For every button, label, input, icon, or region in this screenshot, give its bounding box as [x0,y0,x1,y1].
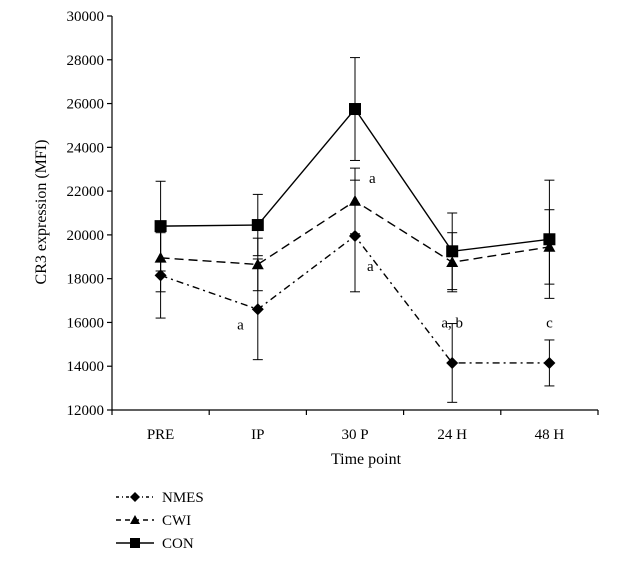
y-tick-label: 28000 [67,53,105,69]
annotation-label: c [546,315,553,331]
series-con [154,57,556,299]
data-point-cwi [349,194,361,206]
legend-item-con: CON [116,536,194,552]
y-tick-label: 24000 [67,140,105,156]
x-tick-label: 24 H [437,427,467,443]
y-tick-label: 16000 [67,315,105,331]
annotation-label: a [369,171,376,187]
data-point-nmes [349,229,361,242]
y-tick-label: 22000 [67,184,105,200]
legend-label-nmes: NMES [162,490,204,506]
data-point-con [446,245,459,258]
legend-marker-con [130,538,140,548]
x-tick-label: PRE [147,427,175,443]
data-point-con [154,220,167,233]
legend-marker-nmes [130,492,140,502]
series-nmes [154,179,556,403]
x-tick-label: 30 P [341,427,368,443]
annotation-label: a [237,317,244,333]
data-point-cwi [251,258,264,270]
y-tick-label: 18000 [67,272,105,288]
data-point-con [349,103,361,116]
data-point-nmes [251,303,264,316]
y-tick-label: 30000 [67,9,105,25]
axes: 12000 14000 16000 18000 20000 22000 24000 26000… [67,9,599,443]
x-axis-title: Time point [331,451,402,468]
y-tick-label: 14000 [67,359,105,375]
legend-item-nmes: NMES [116,490,204,506]
legend-label-con: CON [162,536,194,552]
x-tick-label: 48 H [535,427,565,443]
y-tick-label: 20000 [67,228,105,244]
annotation-label: a [367,259,374,275]
x-tick-label: IP [251,427,264,443]
data-point-con [543,233,556,246]
series-layer [154,57,556,403]
series-cwi [154,167,556,293]
legend: NMES CWI CON [116,490,204,552]
legend-label-cwi: CWI [162,513,191,529]
data-point-nmes [543,356,556,369]
annotation-label: a, b [441,315,463,331]
y-tick-label: 26000 [67,97,105,113]
y-tick-label: 12000 [67,403,105,419]
data-point-con [251,219,264,232]
annotation-layer: a a a a, b c [237,171,553,333]
y-axis-title: CR3 expression (MFI) [33,140,50,285]
legend-marker-cwi [130,515,140,524]
data-point-nmes [446,356,459,369]
legend-item-cwi: CWI [116,513,191,529]
